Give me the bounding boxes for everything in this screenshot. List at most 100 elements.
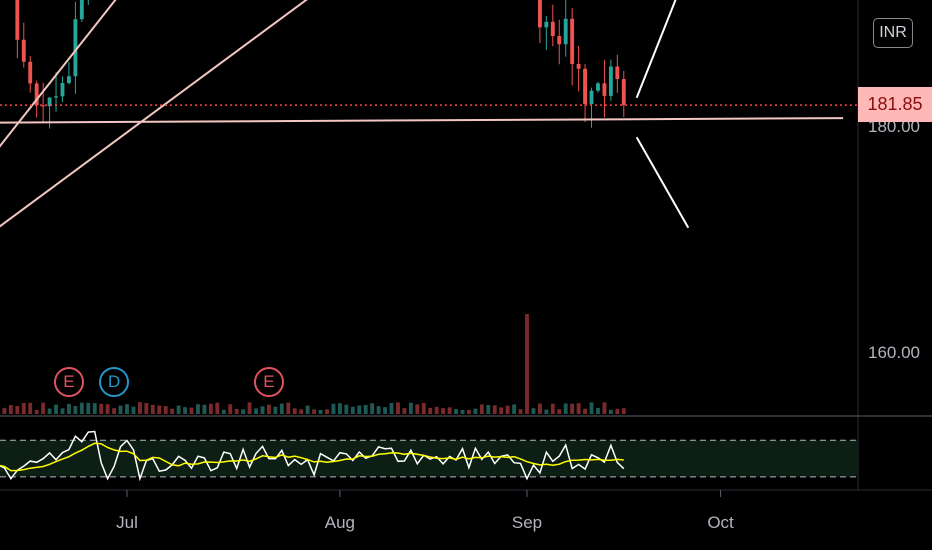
candle-body: [54, 96, 58, 98]
candle-body: [47, 97, 52, 107]
x-tick-label: Sep: [512, 513, 542, 532]
trendline[interactable]: [0, 0, 824, 228]
candle-body: [550, 21, 555, 37]
earnings-marker[interactable]: E: [53, 367, 84, 397]
candle-body: [615, 66, 620, 80]
volume-bar: [189, 407, 194, 414]
candle-body: [576, 63, 581, 69]
volume-bar: [254, 408, 258, 414]
candle-body: [15, 0, 20, 40]
volume-bar: [434, 406, 439, 414]
volume-bar: [34, 409, 39, 414]
volume-bar: [557, 409, 562, 414]
volume-bar: [234, 408, 239, 414]
volume-bar: [608, 409, 613, 414]
volume-bar: [621, 408, 626, 414]
x-tick-label: Oct: [707, 513, 734, 532]
volume-bar: [202, 404, 207, 414]
volume-bar: [408, 402, 413, 414]
projection-line[interactable]: [635, 136, 690, 229]
trendline[interactable]: [0, 117, 844, 124]
volume-bar: [267, 404, 271, 414]
volume-bar: [583, 408, 587, 414]
volume-bar: [331, 403, 336, 414]
candle-body: [563, 18, 568, 45]
volume-bar: [363, 404, 368, 414]
volume-bar: [221, 409, 226, 414]
volume-bar: [79, 402, 84, 414]
volume-bar: [112, 408, 117, 414]
volume-bar: [479, 404, 484, 414]
volume-bar: [2, 408, 7, 414]
volume-bar: [105, 404, 110, 414]
volume-bar: [305, 405, 310, 414]
volume-bar: [396, 402, 400, 414]
volume-bar: [67, 403, 71, 414]
volume-bar: [144, 403, 149, 414]
candle-body: [73, 19, 78, 77]
rsi-line: [0, 430, 625, 482]
volume-bar: [170, 408, 175, 414]
volume-bar: [467, 409, 471, 414]
volume-bar: [8, 405, 13, 414]
volume-bar: [576, 403, 581, 414]
volume-bar: [376, 406, 381, 414]
candle-body: [60, 83, 65, 97]
volume-bar: [247, 402, 252, 414]
volume-bar: [570, 403, 575, 414]
volume-bar: [292, 408, 297, 414]
volume-bar: [131, 406, 136, 414]
volume-bar: [499, 407, 504, 414]
volume-bar: [118, 405, 123, 414]
dividend-marker[interactable]: D: [99, 367, 130, 397]
volume-bar: [312, 409, 317, 414]
candle-body: [28, 61, 33, 84]
volume-bar: [447, 407, 452, 414]
volume-bar: [512, 404, 517, 414]
volume-bar: [21, 402, 26, 414]
volume-bar: [208, 403, 213, 414]
volume-bar: [99, 403, 104, 414]
volume-bar: [454, 409, 458, 414]
volume-bar: [273, 406, 278, 414]
volume-bar: [589, 402, 594, 414]
volume-bar: [518, 409, 523, 414]
candle-body: [608, 66, 613, 96]
volume-bar: [125, 404, 129, 414]
volume-bar: [550, 403, 555, 414]
candle-body: [41, 105, 46, 107]
earnings-marker[interactable]: E: [253, 367, 284, 397]
volume-bar: [615, 408, 620, 414]
volume-bar: [531, 408, 536, 414]
volume-bar: [525, 314, 529, 414]
currency-button[interactable]: INR: [873, 18, 913, 48]
volume-bar: [47, 408, 52, 414]
candle-body: [21, 39, 26, 62]
volume-bar: [402, 408, 407, 414]
candle-body: [544, 21, 549, 28]
candle-body: [602, 83, 607, 96]
y-tick-label: 160.00: [868, 343, 920, 362]
candle-body: [621, 79, 626, 106]
candle-body: [34, 83, 39, 106]
candle-body: [67, 76, 71, 84]
candle-body: [589, 90, 594, 105]
trendline[interactable]: [0, 0, 417, 149]
candle-body: [583, 68, 587, 105]
volume-bar: [196, 404, 200, 414]
volume-bar: [86, 402, 91, 414]
rsi-ma-line: [0, 442, 624, 472]
volume-bar: [241, 409, 246, 414]
candle-body: [79, 0, 84, 20]
volume-bar: [350, 406, 355, 414]
volume-bar: [318, 409, 323, 414]
projection-line[interactable]: [635, 0, 689, 99]
volume-bar: [428, 407, 433, 414]
volume-bar: [344, 404, 349, 414]
volume-bar: [15, 406, 20, 414]
volume-bar: [337, 403, 342, 414]
candle-body: [570, 18, 575, 64]
volume-bar: [157, 405, 162, 414]
